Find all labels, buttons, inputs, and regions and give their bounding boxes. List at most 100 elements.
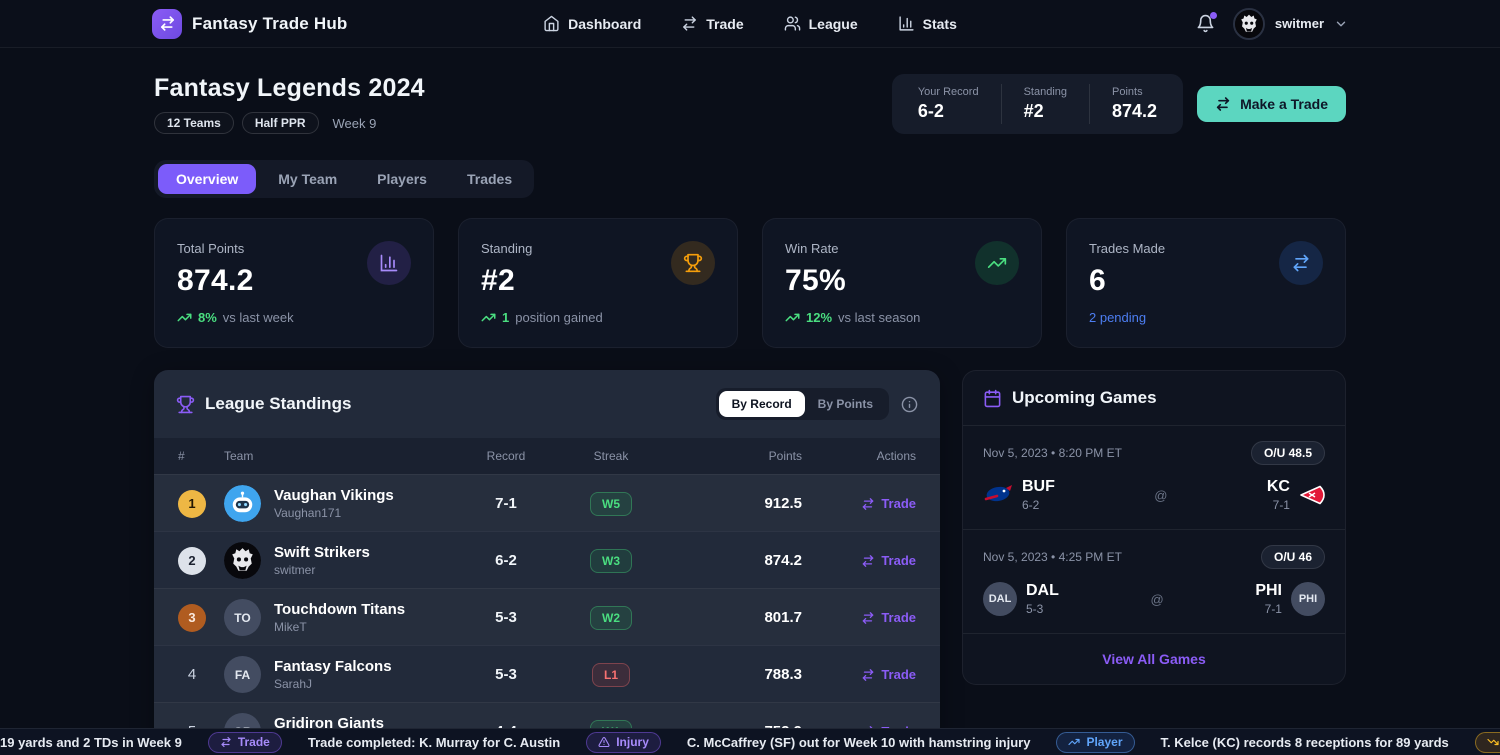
trending-down-icon xyxy=(1487,738,1499,745)
summary-points: Points 874.2 xyxy=(1089,84,1179,124)
view-tabs: Overview My Team Players Trades xyxy=(154,160,535,198)
record-value: 5-3 xyxy=(495,609,517,626)
player-badge: Player xyxy=(1056,731,1135,753)
trade-button[interactable]: Trade xyxy=(861,496,916,511)
stat-card-trades-made: Trades Made 6 2 pending xyxy=(1066,218,1346,348)
league-title-block: Fantasy Legends 2024 12 Teams Half PPR W… xyxy=(154,74,425,134)
game-datetime: Nov 5, 2023 • 8:20 PM ET xyxy=(983,446,1122,460)
tab-my-team[interactable]: My Team xyxy=(278,171,338,187)
view-all-games-link[interactable]: View All Games xyxy=(1102,651,1206,667)
notification-dot xyxy=(1209,12,1217,19)
nav-item-stats[interactable]: Stats xyxy=(898,15,957,32)
rank-badge: 3 xyxy=(178,603,206,632)
standings-table-header: # Team Record Streak Points Actions xyxy=(154,438,940,474)
points-value: 874.2 xyxy=(764,552,802,569)
trade-arrows-icon xyxy=(1216,97,1230,111)
team-name: Swift Strikers xyxy=(274,544,370,561)
team-owner: switmer xyxy=(274,563,316,577)
bar-chart-icon xyxy=(899,16,914,31)
streak-badge: W5 xyxy=(590,491,632,516)
info-icon[interactable] xyxy=(901,396,918,413)
main-nav: Dashboard Trade League Stats xyxy=(543,15,957,32)
over-under-badge: O/U 48.5 xyxy=(1250,441,1325,465)
page-header: Fantasy Legends 2024 12 Teams Half PPR W… xyxy=(154,74,1346,134)
delta-row: 8% vs last week xyxy=(177,310,411,325)
injury-badge: Injury xyxy=(586,731,661,753)
delta-row: 12% vs last season xyxy=(785,310,1019,325)
pending-trades-link[interactable]: 2 pending xyxy=(1089,310,1147,325)
ticker-item: Player T. Kelce (KC) records 8 reception… xyxy=(1056,731,1449,753)
trade-button[interactable]: Trade xyxy=(861,553,916,568)
ticker-item: 19 yards and 2 TDs in Week 9 xyxy=(0,734,182,750)
tab-players[interactable]: Players xyxy=(377,171,427,187)
app-title: Fantasy Trade Hub xyxy=(192,13,348,33)
avatar xyxy=(1232,7,1265,40)
streak-badge: W3 xyxy=(590,548,632,573)
team-name: Gridiron Giants xyxy=(274,715,385,732)
summary-standing: Standing #2 xyxy=(1000,84,1089,124)
trophy-icon xyxy=(176,395,195,413)
table-row[interactable]: 2 Swift Strikers switmer 6-2 W3 874.2 xyxy=(154,531,940,588)
record-value: 6-2 xyxy=(495,552,517,569)
record-value: 7-1 xyxy=(495,495,517,512)
table-row[interactable]: 4 FA Fantasy Falcons SarahJ 5-3 L1 788.3… xyxy=(154,645,940,702)
rank-badge: 1 xyxy=(178,489,206,518)
scoring-format-badge: Half PPR xyxy=(241,112,319,134)
upcoming-games-panel: Upcoming Games Nov 5, 2023 • 8:20 PM ET … xyxy=(962,370,1346,685)
team-owner: Vaughan171 xyxy=(274,506,342,520)
alert-triangle-icon xyxy=(598,736,610,747)
nav-item-league[interactable]: League xyxy=(784,15,858,32)
week-label: Week 9 xyxy=(332,115,377,131)
user-menu[interactable]: switmer xyxy=(1232,7,1348,40)
league-badges: 12 Teams Half PPR Week 9 xyxy=(154,112,425,134)
table-row[interactable]: 1 Vaughan Vikings Vaughan171 7-1 W5 912.… xyxy=(154,474,940,531)
trade-arrows-icon xyxy=(863,611,874,624)
trade-arrows-icon xyxy=(152,8,182,39)
tab-trades[interactable]: Trades xyxy=(466,171,513,187)
team-logo-touchdown-titans: TO xyxy=(224,599,261,636)
trade-button[interactable]: Trade xyxy=(861,610,916,625)
top-navigation-bar: Fantasy Trade Hub Dashboard Trade League… xyxy=(0,0,1500,48)
ticker-item: Trade Trade completed: K. Murray for C. … xyxy=(207,731,560,753)
brand[interactable]: Fantasy Trade Hub xyxy=(152,8,543,39)
team-owner: SarahJ xyxy=(274,677,313,691)
record-value: 5-3 xyxy=(495,666,517,683)
chevron-down-icon xyxy=(1336,21,1346,26)
toggle-by-record[interactable]: By Record xyxy=(718,391,805,417)
upcoming-games-title: Upcoming Games xyxy=(963,371,1345,426)
team-logo-fantasy-falcons: FA xyxy=(224,656,261,693)
tab-overview[interactable]: Overview xyxy=(158,164,257,194)
team-logo-swift-strikers xyxy=(224,542,261,579)
bar-chart-icon xyxy=(367,241,411,285)
user-summary-box: Your Record 6-2 Standing #2 Points 874.2 xyxy=(891,74,1184,134)
nav-item-dashboard[interactable]: Dashboard xyxy=(543,15,641,32)
sort-toggle: By Record By Points xyxy=(715,388,889,420)
calendar-icon xyxy=(984,389,1001,407)
header-actions: Your Record 6-2 Standing #2 Points 874.2… xyxy=(891,74,1346,134)
username: switmer xyxy=(1274,16,1325,31)
topbar-right: switmer xyxy=(957,7,1348,40)
team-name: Vaughan Vikings xyxy=(274,487,394,504)
trade-arrows-icon xyxy=(221,736,231,747)
news-ticker[interactable]: 19 yards and 2 TDs in Week 9 Trade Trade… xyxy=(0,728,1500,755)
table-row[interactable]: 3 TO Touchdown Titans MikeT 5-3 W2 801.7… xyxy=(154,588,940,645)
points-value: 801.7 xyxy=(764,609,802,626)
toggle-by-points[interactable]: By Points xyxy=(805,391,886,417)
nav-item-trade[interactable]: Trade xyxy=(681,15,744,32)
game-row[interactable]: Nov 5, 2023 • 4:25 PM ET O/U 46 DAL DAL … xyxy=(963,530,1345,634)
notifications-button[interactable] xyxy=(1196,12,1217,33)
points-value: 788.3 xyxy=(764,666,802,683)
eagles-logo: PHI xyxy=(1290,582,1325,616)
stat-card-standing: Standing #2 1 position gained xyxy=(458,218,738,348)
stat-card-total-points: Total Points 874.2 8% vs last week xyxy=(154,218,434,348)
make-trade-button[interactable]: Make a Trade xyxy=(1197,86,1346,122)
trade-button[interactable]: Trade xyxy=(861,667,916,682)
trade-badge: Trade xyxy=(207,731,282,753)
trade-arrows-icon xyxy=(863,497,874,510)
bell-icon xyxy=(1197,14,1214,33)
chiefs-logo xyxy=(1300,485,1325,505)
game-row[interactable]: Nov 5, 2023 • 8:20 PM ET O/U 48.5 BUF 6-… xyxy=(963,426,1345,530)
teams-count-badge: 12 Teams xyxy=(154,112,234,134)
trending-up-icon xyxy=(785,313,800,322)
home-team: KC 7-1 xyxy=(1267,478,1325,512)
